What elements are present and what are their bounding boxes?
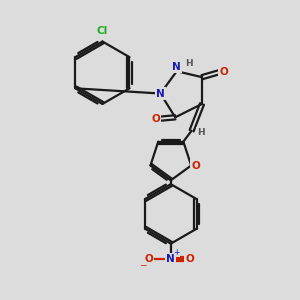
Text: +: + [173, 248, 179, 257]
Text: O: O [144, 254, 153, 264]
Text: O: O [152, 114, 160, 124]
Text: O: O [191, 160, 200, 170]
Text: O: O [219, 67, 228, 77]
Text: −: − [139, 260, 147, 269]
Text: O: O [185, 254, 194, 264]
Text: H: H [185, 59, 193, 68]
Text: H: H [197, 128, 204, 137]
Text: N: N [156, 88, 165, 98]
Text: N: N [172, 62, 181, 72]
Text: N: N [167, 254, 175, 264]
Text: Cl: Cl [97, 26, 108, 36]
